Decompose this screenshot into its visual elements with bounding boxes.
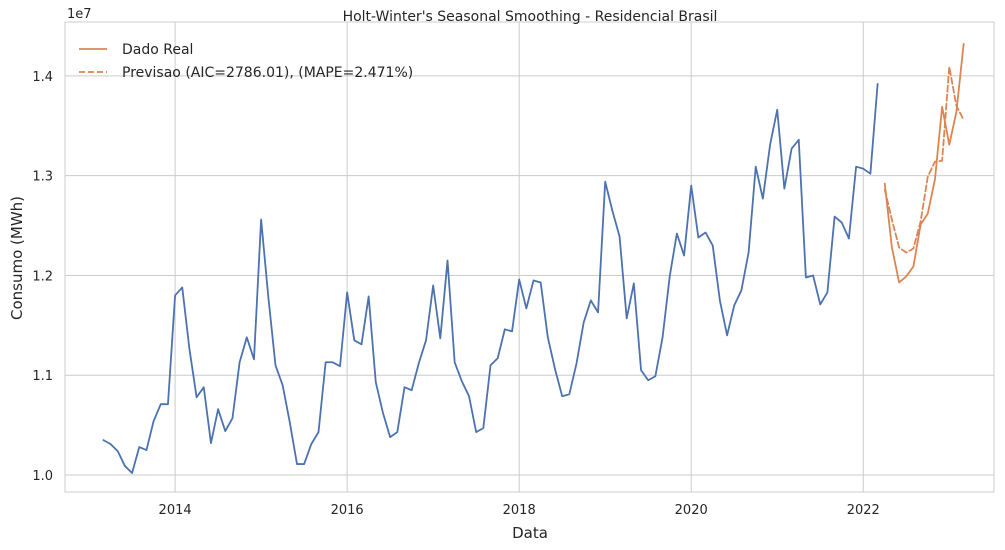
y-multiplier: 1e7 (67, 7, 92, 22)
y-tick-label: 1.4 (32, 70, 53, 85)
dado-real-series-line (883, 43, 965, 284)
chart-title: Holt-Winter's Seasonal Smoothing - Resid… (343, 9, 718, 25)
previsao-series-line (883, 66, 965, 254)
series-layer (102, 43, 965, 474)
y-axis-label: Consumo (MWh) (8, 196, 26, 320)
plot-frame (64, 21, 995, 493)
x-tick-label: 2020 (675, 503, 708, 518)
y-tick-label: 1.1 (32, 369, 53, 384)
historical-series-line (102, 82, 879, 474)
x-axis-label: Data (512, 524, 548, 542)
y-tick-label: 1.3 (32, 170, 53, 185)
x-tick-label: 2022 (847, 503, 880, 518)
legend-label-dado-real: Dado Real (122, 42, 193, 58)
x-tick-label: 2016 (331, 503, 364, 518)
x-tick-label: 2018 (503, 503, 536, 518)
y-tick-labels: 1.0 1.1 1.2 1.3 1.4 (32, 70, 53, 484)
grid (65, 22, 994, 492)
y-tick-label: 1.2 (32, 269, 53, 284)
x-tick-label: 2014 (159, 503, 192, 518)
y-tick-label: 1.0 (32, 469, 53, 484)
legend-label-previsao: Previsao (AIC=2786.01), (MAPE=2.471%) (122, 65, 413, 81)
legend: Dado Real Previsao (AIC=2786.01), (MAPE=… (79, 42, 413, 81)
x-tick-labels: 2014 2016 2018 2020 2022 (159, 503, 880, 518)
plot-area (65, 22, 994, 492)
